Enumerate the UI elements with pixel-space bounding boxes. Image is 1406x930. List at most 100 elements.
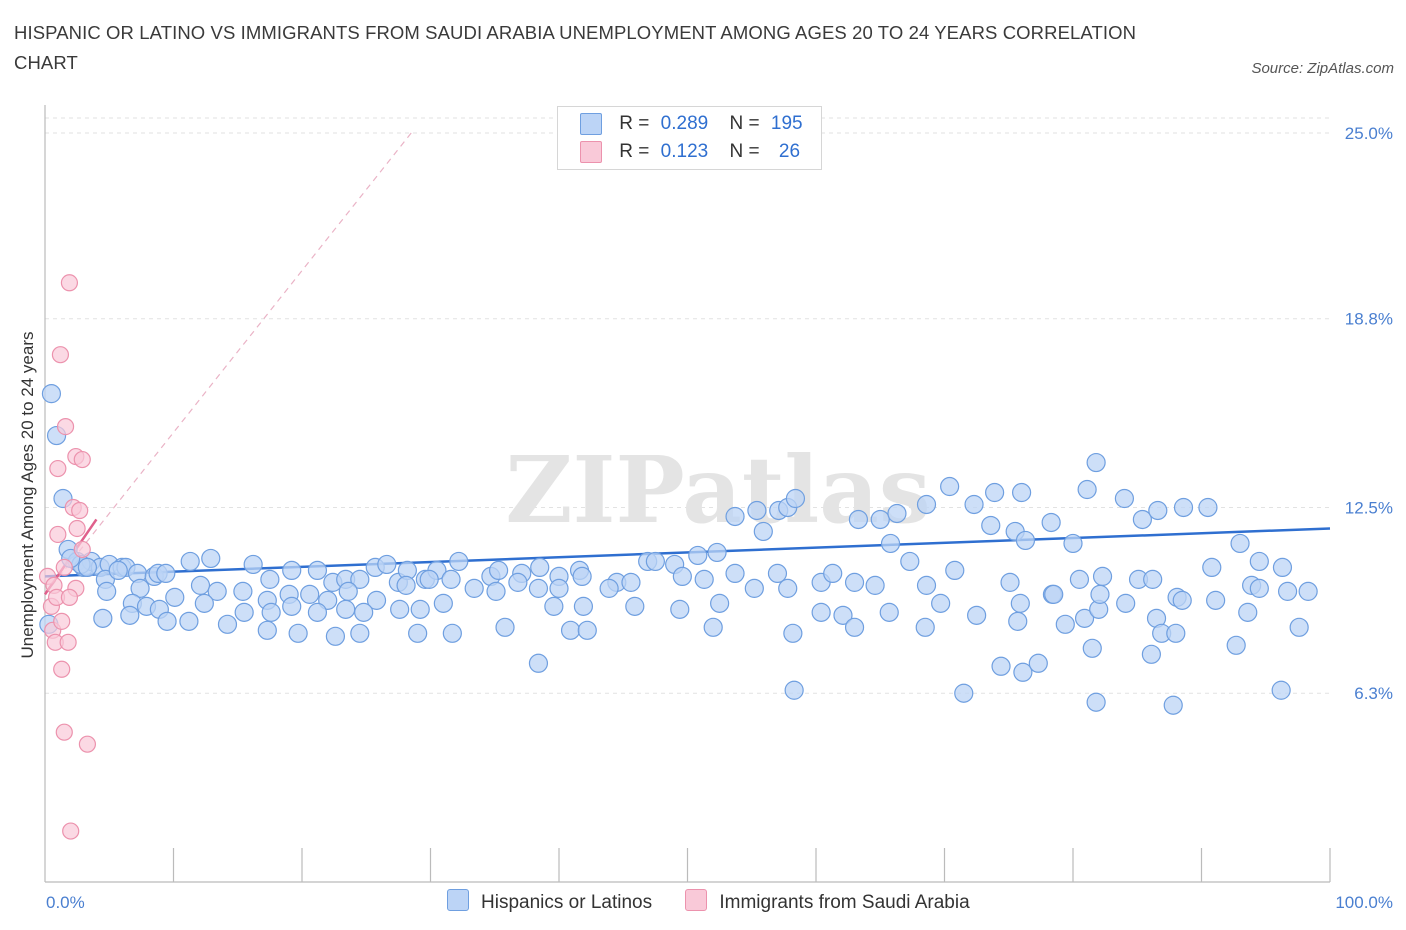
point-hispanic: [645, 551, 665, 572]
point-hispanic: [201, 548, 221, 569]
point-hispanic: [985, 482, 1005, 503]
point-hispanic: [964, 494, 984, 515]
y-axis-label: Unemployment Among Ages 20 to 24 years: [18, 331, 37, 659]
point-hispanic: [880, 533, 901, 554]
point-hispanic: [1132, 509, 1152, 530]
trendline-saudi-extended: [44, 132, 412, 595]
point-hispanic: [419, 569, 439, 589]
point-saudi: [78, 735, 97, 753]
point-hispanic: [243, 554, 263, 575]
point-hispanic: [725, 506, 745, 527]
point-hispanic: [991, 656, 1011, 676]
point-hispanic: [1055, 614, 1075, 634]
point-hispanic: [234, 602, 254, 622]
point-hispanic: [1011, 482, 1032, 503]
point-hispanic: [194, 593, 214, 613]
point-hispanic: [1086, 692, 1106, 712]
point-hispanic: [1249, 578, 1269, 598]
point-hispanic: [108, 560, 128, 581]
point-hispanic: [744, 578, 764, 598]
point-hispanic: [93, 608, 113, 628]
point-hispanic: [865, 575, 885, 595]
point-hispanic: [1143, 569, 1163, 589]
point-hispanic: [1198, 497, 1218, 518]
point-hispanic: [670, 599, 690, 619]
point-hispanic: [900, 551, 920, 572]
point-hispanic: [97, 581, 117, 601]
point-hispanic: [1271, 680, 1291, 700]
point-hispanic: [156, 563, 176, 584]
point-hispanic: [1077, 479, 1097, 500]
point-hispanic: [1277, 581, 1298, 601]
point-hispanic: [940, 476, 960, 497]
point-hispanic: [1092, 566, 1113, 587]
point-hispanic: [844, 617, 865, 637]
point-hispanic: [1202, 557, 1222, 578]
point-hispanic: [753, 521, 773, 542]
point-hispanic: [1044, 584, 1064, 604]
point-saudi: [73, 540, 91, 559]
point-hispanic: [1015, 530, 1036, 551]
point-saudi: [68, 519, 86, 538]
point-hispanic: [120, 605, 140, 625]
n-value: 26: [778, 141, 801, 163]
point-hispanic: [489, 560, 509, 581]
y-tick-label: 12.5%: [1345, 498, 1393, 517]
watermark: ZIPatlas: [505, 436, 930, 544]
legend-swatch-pink: [580, 141, 602, 163]
point-hispanic: [350, 623, 370, 643]
point-saudi: [55, 723, 73, 741]
point-hispanic: [282, 596, 302, 616]
point-hispanic: [879, 602, 899, 622]
legend-item-saudi[interactable]: Immigrants from Saudi Arabia: [685, 889, 970, 914]
point-hispanic: [1172, 590, 1192, 610]
point-hispanic: [916, 575, 937, 595]
point-hispanic: [165, 587, 185, 607]
series-legend: Hispanics or Latinos Immigrants from Sau…: [447, 889, 998, 914]
point-hispanic: [449, 551, 469, 572]
point-hispanic: [495, 617, 515, 637]
point-hispanic: [784, 680, 804, 700]
point-hispanic: [833, 605, 853, 625]
point-hispanic: [338, 581, 358, 601]
point-hispanic: [1116, 593, 1136, 613]
legend-row-hispanic: R = 0.289 N = 195: [580, 113, 803, 137]
point-saudi: [60, 274, 79, 292]
r-value: 0.123: [660, 141, 709, 163]
point-hispanic: [544, 596, 564, 616]
point-hispanic: [1298, 581, 1318, 601]
point-hispanic: [747, 500, 767, 521]
legend-row-saudi: R = 0.123 N = 26: [580, 141, 800, 165]
point-hispanic: [530, 557, 550, 578]
point-hispanic: [844, 572, 865, 592]
point-hispanic: [261, 602, 281, 622]
point-hispanic: [1008, 611, 1028, 631]
point-hispanic: [710, 593, 730, 613]
y-tick-label: 18.8%: [1345, 310, 1393, 329]
point-hispanic: [1272, 557, 1293, 578]
correlation-legend: R = 0.289 N = 195 R = 0.123 N = 26: [557, 106, 822, 170]
point-hispanic: [464, 578, 484, 598]
point-hispanic: [1086, 452, 1106, 473]
source-credit: Source: ZipAtlas.com: [1251, 60, 1394, 77]
r-label: R =: [619, 113, 650, 135]
point-saudi: [62, 822, 80, 840]
point-hispanic: [707, 542, 727, 563]
point-hispanic: [1226, 635, 1246, 655]
point-saudi: [49, 459, 67, 478]
point-hispanic: [688, 545, 708, 566]
point-hispanic: [1090, 584, 1110, 604]
legend-item-hispanic[interactable]: Hispanics or Latinos: [447, 889, 652, 914]
point-hispanic: [1148, 500, 1168, 521]
x-tick-label: 100.0%: [1335, 893, 1393, 912]
point-hispanic: [260, 569, 280, 589]
point-hispanic: [233, 581, 253, 601]
point-hispanic: [180, 551, 200, 572]
point-hispanic: [528, 653, 549, 673]
point-hispanic: [672, 566, 692, 587]
point-hispanic: [1114, 488, 1135, 509]
y-tick-label: 6.3%: [1354, 684, 1393, 703]
point-hispanic: [130, 578, 150, 598]
point-hispanic: [767, 563, 788, 584]
point-hispanic: [823, 563, 843, 584]
